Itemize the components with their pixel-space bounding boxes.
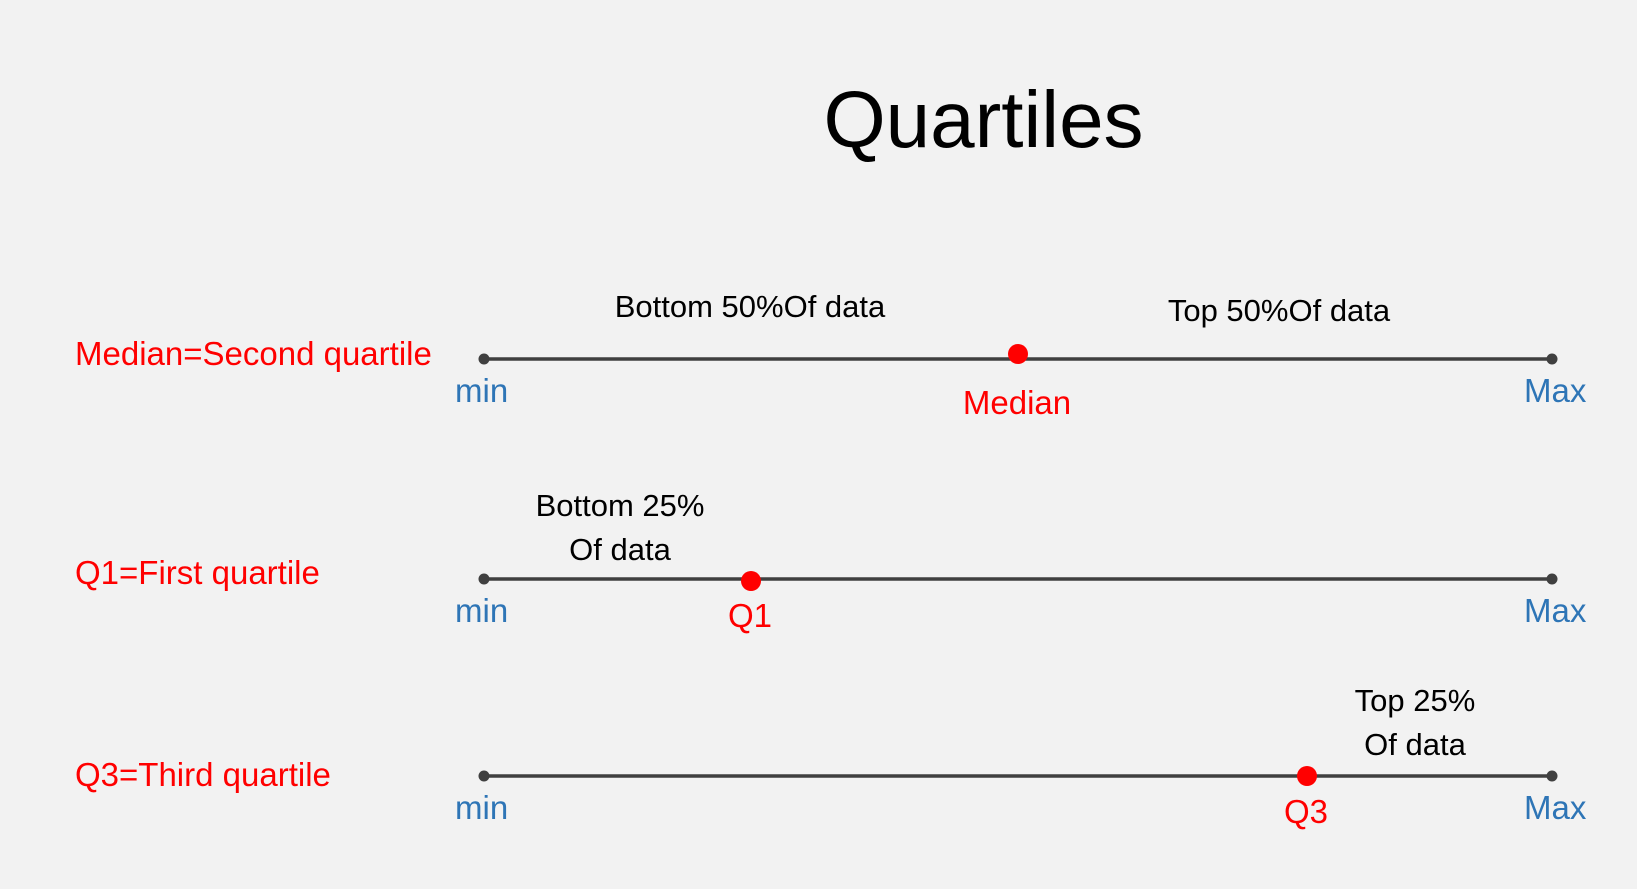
q1-max-endpoint bbox=[1546, 573, 1558, 585]
q3-min-endpoint bbox=[478, 770, 490, 782]
q1-row-label: Q1=First quartile bbox=[75, 554, 320, 591]
median-bottom-region-label: Bottom 50%Of data bbox=[614, 289, 886, 324]
median-max-endpoint bbox=[1546, 353, 1558, 365]
median-max-label: Max bbox=[1524, 372, 1587, 409]
median-min-endpoint bbox=[478, 353, 490, 365]
q3-top-region-label-line1: Top 25% bbox=[1354, 683, 1476, 718]
q3-max-label: Max bbox=[1524, 789, 1587, 826]
median-marker-label: Median bbox=[962, 384, 1072, 421]
q3-marker-dot bbox=[1297, 766, 1317, 786]
q3-min-label: min bbox=[455, 789, 509, 826]
q1-marker-dot bbox=[741, 571, 761, 591]
median-top-region-label: Top 50%Of data bbox=[1167, 293, 1391, 328]
q3-marker-label: Q3 bbox=[1283, 793, 1329, 830]
q3-max-endpoint bbox=[1546, 770, 1558, 782]
q1-bottom-region-label-line2: Of data bbox=[569, 532, 671, 567]
q1-min-label: min bbox=[455, 592, 509, 629]
q1-min-endpoint bbox=[478, 573, 490, 585]
slide-title: Quartiles bbox=[823, 75, 1144, 164]
median-row-label: Median=Second quartile bbox=[75, 335, 432, 372]
q1-max-label: Max bbox=[1524, 592, 1587, 629]
q1-bottom-region-label-line1: Bottom 25% bbox=[535, 488, 705, 523]
median-min-label: min bbox=[455, 372, 509, 409]
median-marker-dot bbox=[1008, 344, 1028, 364]
q3-row-label: Q3=Third quartile bbox=[75, 756, 331, 793]
q3-top-region-label-line2: Of data bbox=[1364, 727, 1466, 762]
q1-marker-label: Q1 bbox=[727, 597, 773, 634]
